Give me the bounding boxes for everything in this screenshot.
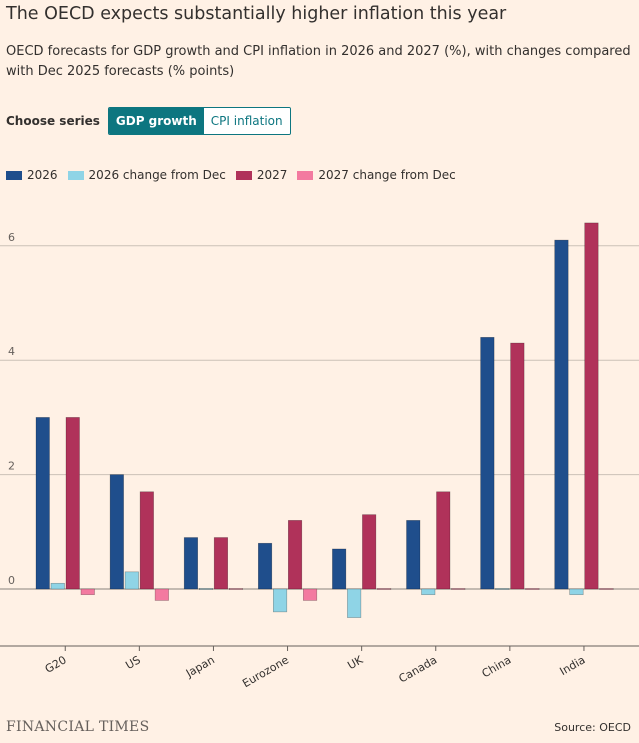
x-tick-label-japan: Japan [183, 653, 217, 680]
series-chooser: Choose series GDP growth CPI inflation [6, 107, 291, 135]
y-tick-label-4: 4 [8, 345, 15, 358]
bar-eurozone-s2 [287, 520, 303, 590]
legend-label-2026: 2026 [27, 168, 58, 182]
legend-label-2026-change: 2026 change from Dec [88, 168, 226, 182]
series-toggle: GDP growth CPI inflation [107, 107, 291, 135]
y-tick-label-6: 6 [8, 231, 15, 244]
bar-india-s0 [554, 239, 569, 590]
bar-uk-s2 [362, 514, 377, 590]
legend-item-2027-change: 2027 change from Dec [297, 168, 456, 182]
cpi-inflation-button[interactable]: CPI inflation [203, 108, 290, 134]
bar-japan-s1 [198, 588, 213, 590]
x-tick-label-us: US [123, 653, 143, 672]
bar-china-s2 [510, 342, 525, 590]
x-tick-label-china: China [480, 653, 514, 680]
bar-eurozone-s1 [272, 588, 288, 613]
bar-us-s3 [154, 588, 169, 601]
chart-subtitle: OECD forecasts for GDP growth and CPI in… [6, 44, 631, 79]
bar-japan-s2 [213, 537, 228, 590]
chooser-label: Choose series [6, 114, 100, 128]
source-note: Source: OECD [554, 721, 631, 734]
gdp-growth-button[interactable]: GDP growth [108, 108, 204, 134]
bar-india-s3 [599, 588, 614, 590]
bar-india-s1 [569, 588, 584, 596]
bar-g20-s2 [65, 417, 80, 590]
y-tick-label-2: 2 [8, 460, 15, 473]
bar-us-s0 [109, 474, 124, 590]
legend-item-2026-change: 2026 change from Dec [67, 168, 226, 182]
chart-title: The OECD expects substantially higher in… [6, 4, 507, 24]
legend-swatch-2027 [235, 170, 252, 180]
bar-china-s0 [480, 337, 495, 590]
bar-japan-s0 [183, 537, 198, 590]
legend-swatch-2027-change [297, 170, 314, 180]
x-tick-label-uk: UK [345, 653, 365, 672]
bar-us-s1 [124, 571, 139, 590]
bar-canada-s3 [451, 588, 466, 590]
legend-item-2026: 2026 [6, 168, 58, 182]
bar-canada-s2 [436, 491, 451, 590]
x-tick-label-eurozone: Eurozone [240, 653, 291, 690]
bar-uk-s0 [332, 548, 347, 590]
bar-china-s1 [495, 588, 510, 590]
bar-g20-s1 [50, 582, 65, 590]
bar-chart: 0 2 4 6 G20 US Japan Eurozone UK Canada China India [0, 222, 639, 690]
chart-legend: 2026 2026 change from Dec 2027 2027 chan… [6, 168, 466, 182]
bar-eurozone-s0 [257, 542, 273, 590]
legend-swatch-2026 [6, 170, 22, 180]
bar-g20-s3 [80, 588, 95, 596]
y-tick-label-0: 0 [8, 574, 15, 587]
bar-china-s3 [525, 588, 540, 590]
legend-label-2027: 2027 [256, 168, 288, 182]
x-tick-label-india: India [558, 653, 588, 678]
bar-japan-s3 [228, 588, 243, 590]
legend-swatch-2026-change [67, 170, 84, 180]
bar-canada-s0 [406, 520, 421, 590]
bar-uk-s3 [377, 588, 392, 590]
bar-india-s2 [584, 222, 599, 590]
legend-item-2027: 2027 [235, 168, 288, 182]
x-tick-label-canada: Canada [396, 653, 439, 685]
bar-uk-s1 [347, 588, 362, 618]
legend-label-2027-change: 2027 change from Dec [318, 168, 456, 182]
bar-eurozone-s3 [302, 588, 318, 601]
bar-g20-s0 [35, 417, 50, 590]
x-tick-label-g20: G20 [43, 653, 69, 676]
bar-us-s2 [139, 491, 154, 590]
ft-logo: FINANCIAL TIMES [6, 719, 150, 735]
bar-canada-s1 [421, 588, 436, 596]
